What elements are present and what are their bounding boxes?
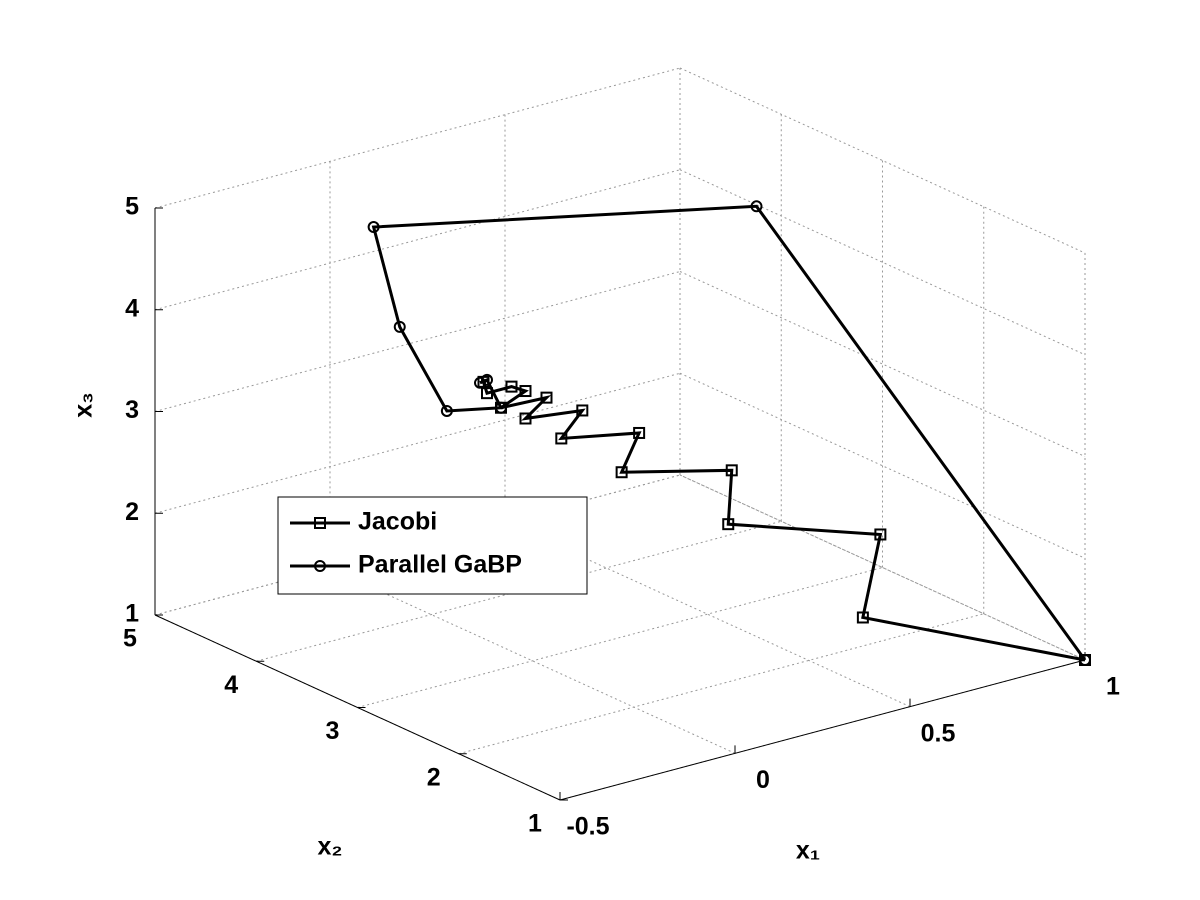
y-axis-label: x₂ — [317, 833, 342, 861]
grid-line — [154, 67, 681, 209]
y-tick-label: 3 — [326, 717, 340, 745]
marker — [440, 404, 453, 417]
marker — [367, 221, 380, 234]
y-tick-label: 1 — [528, 810, 542, 838]
legend-box — [277, 496, 588, 595]
marker — [519, 412, 532, 425]
marker — [481, 373, 493, 386]
z-tick-label: 5 — [125, 193, 139, 221]
marker — [1079, 654, 1091, 666]
marker — [615, 466, 628, 479]
data-line — [482, 381, 1086, 662]
z-tick-label: 1 — [125, 600, 139, 628]
marker — [474, 376, 486, 389]
x-axis-label: x₁ — [796, 837, 820, 865]
z-tick-label: 2 — [125, 498, 139, 526]
marker — [874, 528, 887, 541]
grid-line — [154, 169, 681, 311]
grid-line — [679, 271, 1086, 457]
y-tick-label: 5 — [123, 625, 137, 653]
grid-line — [329, 567, 736, 754]
grid-line — [679, 67, 1086, 254]
marker — [856, 611, 869, 624]
marker — [495, 401, 507, 414]
marker — [725, 464, 738, 477]
marker — [633, 426, 646, 439]
grid-line — [679, 474, 1086, 661]
x-tick-label: 0 — [756, 766, 770, 794]
x-tick-label: -0.5 — [566, 813, 609, 841]
grid-line — [357, 567, 883, 708]
legend-label: Jacobi — [358, 508, 437, 536]
legend-label: Parallel GaBP — [358, 551, 522, 579]
z-tick-label: 4 — [125, 294, 139, 322]
grid-line — [154, 372, 681, 514]
x-axis-line — [559, 659, 1086, 801]
legend: Jacobi Parallel GaBP — [277, 496, 588, 595]
legend-marker — [314, 517, 326, 529]
x-tick-label: 0.5 — [921, 719, 956, 747]
grid-line — [679, 372, 1086, 559]
z-tick-label: 3 — [125, 396, 139, 424]
x-tick-label: 1 — [1106, 673, 1120, 701]
marker — [505, 380, 518, 393]
marker — [519, 385, 532, 398]
marker — [540, 391, 553, 404]
grid-line — [679, 169, 1086, 356]
y-tick-label: 2 — [427, 763, 441, 791]
grid-line — [458, 613, 984, 755]
grid-line — [679, 474, 1086, 661]
marker — [750, 200, 763, 213]
marker — [722, 518, 735, 531]
marker — [393, 320, 406, 333]
z-axis-label: x₃ — [70, 392, 98, 417]
legend-marker — [314, 560, 326, 572]
marker — [555, 432, 568, 445]
y-tick-label: 4 — [224, 671, 238, 699]
marker — [576, 404, 589, 417]
grid-line — [154, 271, 681, 412]
